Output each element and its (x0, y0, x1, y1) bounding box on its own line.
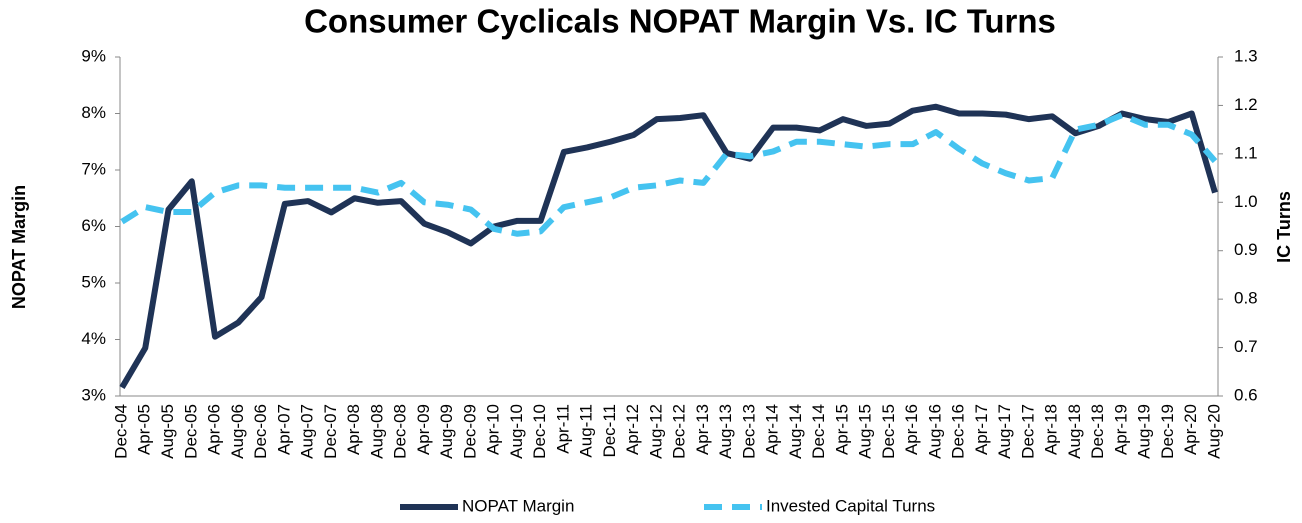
x-tick-label: Apr-15 (832, 404, 851, 455)
x-tick-label: Apr-05 (135, 404, 154, 455)
x-tick-label: Aug-20 (1204, 404, 1223, 459)
x-tick-label: Dec-12 (670, 404, 689, 459)
x-tick-label: Dec-05 (181, 404, 200, 459)
y-tick-label: 6% (81, 216, 106, 235)
series-line (120, 112, 1218, 237)
x-tick-label: Apr-17 (972, 404, 991, 455)
x-tick-label: Dec-19 (1158, 404, 1177, 459)
x-tick-label: Dec-14 (809, 404, 828, 459)
x-tick-label: Apr-14 (763, 404, 782, 455)
x-tick-label: Dec-07 (321, 404, 340, 459)
y2-tick-label: 0.9 (1234, 240, 1258, 259)
y-tick-label: 8% (81, 103, 106, 122)
x-tick-label: Aug-11 (577, 404, 596, 458)
y-axis-label: NOPAT Margin (9, 185, 29, 309)
y-tick-label: 5% (81, 272, 106, 291)
x-tick-label: Dec-04 (111, 404, 130, 459)
x-tick-label: Apr-19 (1111, 404, 1130, 455)
y2-tick-label: 0.8 (1234, 289, 1258, 308)
legend-label: NOPAT Margin (462, 496, 574, 515)
x-tick-label: Aug-16 (925, 404, 944, 459)
x-tick-label: Dec-17 (1018, 404, 1037, 459)
x-tick-label: Aug-08 (367, 404, 386, 459)
x-tick-label: Dec-18 (1088, 404, 1107, 459)
x-tick-label: Apr-06 (205, 404, 224, 455)
legend-label: Invested Capital Turns (766, 496, 935, 515)
x-tick-label: Dec-09 (460, 404, 479, 459)
x-tick-label: Aug-12 (646, 404, 665, 459)
y-tick-label: 3% (81, 385, 106, 404)
x-tick-label: Apr-13 (693, 404, 712, 455)
chart-title: Consumer Cyclicals NOPAT Margin Vs. IC T… (304, 3, 1056, 40)
x-tick-label: Apr-07 (274, 404, 293, 455)
x-tick-label: Dec-13 (739, 404, 758, 459)
x-tick-label: Apr-09 (414, 404, 433, 455)
y-tick-label: 7% (81, 159, 106, 178)
series-line (119, 103, 1218, 390)
x-tick-label: Aug-09 (437, 404, 456, 459)
x-tick-label: Apr-20 (1181, 404, 1200, 455)
y2-tick-label: 1.2 (1234, 95, 1258, 114)
x-tick-label: Dec-10 (530, 404, 549, 459)
x-tick-label: Dec-06 (251, 404, 270, 459)
y-tick-label: 9% (81, 46, 106, 65)
x-tick-label: Aug-18 (1065, 404, 1084, 459)
y2-tick-label: 0.6 (1234, 385, 1258, 404)
x-tick-label: Aug-10 (507, 404, 526, 459)
x-tick-label: Dec-08 (391, 404, 410, 459)
x-tick-label: Aug-13 (716, 404, 735, 459)
x-tick-label: Aug-17 (995, 404, 1014, 459)
x-tick-label: Apr-12 (623, 404, 642, 455)
x-tick-label: Apr-16 (902, 404, 921, 455)
y2-tick-label: 1.3 (1234, 46, 1258, 65)
x-tick-label: Aug-05 (158, 404, 177, 459)
x-tick-label: Apr-18 (1042, 404, 1061, 455)
x-tick-label: Apr-11 (553, 404, 572, 454)
x-tick-label: Dec-11 (600, 404, 619, 458)
x-tick-label: Dec-16 (949, 404, 968, 459)
x-tick-label: Aug-06 (228, 404, 247, 459)
y2-tick-label: 0.7 (1234, 337, 1258, 356)
x-tick-label: Apr-10 (484, 404, 503, 455)
y-tick-label: 4% (81, 329, 106, 348)
x-tick-label: Aug-14 (786, 404, 805, 459)
x-tick-label: Aug-15 (856, 404, 875, 459)
y2-tick-label: 1.1 (1234, 143, 1258, 162)
y2-tick-label: 1.0 (1234, 192, 1258, 211)
y2-axis-label: IC Turns (1274, 191, 1294, 263)
x-tick-label: Aug-19 (1135, 404, 1154, 459)
x-tick-label: Aug-07 (298, 404, 317, 459)
x-tick-label: Dec-15 (879, 404, 898, 459)
x-tick-label: Apr-08 (344, 404, 363, 455)
